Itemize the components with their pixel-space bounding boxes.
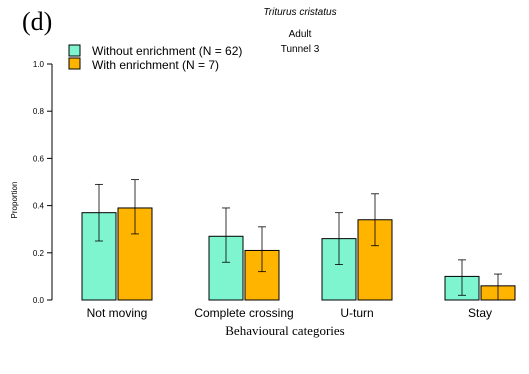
legend: Without enrichment (N = 62) With enrichm… (68, 44, 242, 72)
x-tick-label: U-turn (340, 306, 373, 320)
bars (81, 179, 516, 301)
panel-label: (d) (22, 7, 52, 36)
legend-swatch-with-enrichment (68, 57, 81, 70)
y-tick-label: 0.2 (33, 249, 45, 258)
x-axis-label: Behavioural categories (225, 323, 344, 338)
y-tick-label: 0.6 (33, 154, 45, 163)
y-tick-label: 1.0 (33, 60, 45, 69)
x-tick-label: Stay (468, 306, 492, 320)
title-tunnel: Tunnel 3 (281, 44, 320, 55)
x-ticks: Not moving Complete crossing U-turn Stay (87, 306, 492, 320)
legend-label-with-enrichment: With enrichment (N = 7) (92, 58, 219, 72)
title-stage: Adult (289, 29, 312, 40)
title-species: Triturus cristatus (263, 7, 336, 18)
y-axis-label: Proportion (10, 182, 19, 219)
legend-swatch-without-enrichment (68, 44, 81, 57)
legend-label-without-enrichment: Without enrichment (N = 62) (92, 44, 242, 58)
y-tick-label: 0.0 (33, 296, 45, 305)
x-tick-label: Complete crossing (194, 306, 293, 320)
y-tick-label: 0.8 (33, 107, 45, 116)
x-tick-label: Not moving (87, 306, 148, 320)
y-tick-label: 0.4 (33, 202, 45, 211)
y-ticks: 0.0 0.2 0.4 0.6 0.8 1.0 (33, 60, 52, 305)
